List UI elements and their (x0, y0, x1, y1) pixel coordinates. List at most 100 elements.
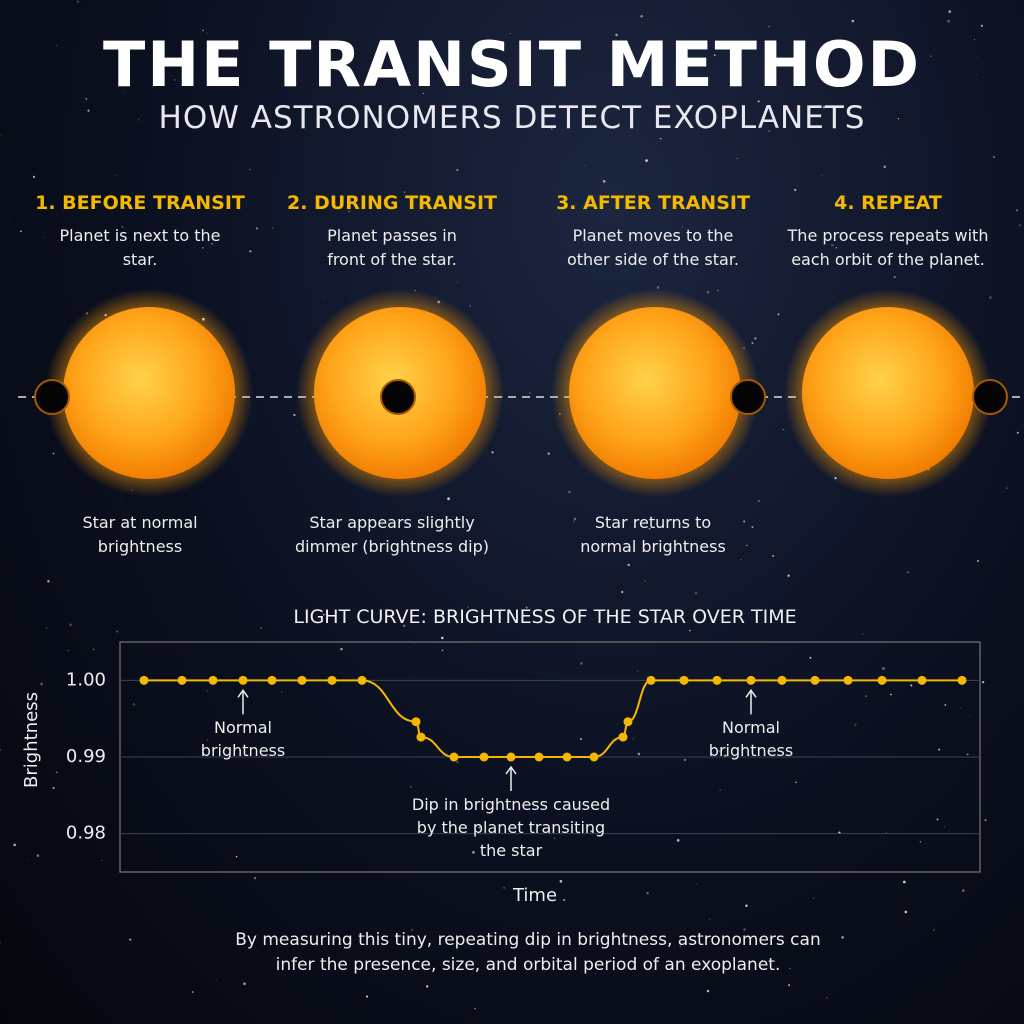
bg-star (503, 886, 506, 889)
bg-star (632, 738, 634, 740)
step-description: Planet passes in front of the star. (327, 226, 457, 269)
bg-star (425, 985, 429, 988)
bg-star (944, 826, 945, 828)
data-point (843, 675, 853, 685)
bg-star (831, 243, 834, 247)
bg-star (554, 837, 556, 840)
bg-star (573, 520, 575, 522)
bg-star (202, 247, 204, 249)
bg-star (795, 781, 797, 784)
bg-star (751, 341, 754, 345)
bg-star (637, 752, 641, 756)
bg-star (121, 226, 124, 228)
bg-star (235, 855, 238, 858)
bg-star (243, 982, 246, 986)
bg-star (505, 124, 507, 126)
bg-star (862, 633, 864, 635)
bg-star (681, 226, 683, 228)
bg-star (768, 26, 770, 28)
bg-star (977, 57, 979, 59)
data-point (877, 675, 887, 685)
bg-star (525, 606, 528, 609)
bg-star (297, 677, 299, 679)
bg-star (249, 250, 252, 253)
bg-star (865, 695, 867, 697)
bg-star (174, 79, 176, 81)
step-caption: Star appears slightly dimmer (brightness… (294, 513, 489, 556)
bg-star (132, 703, 136, 706)
bg-star (8, 220, 10, 222)
x-axis-label: Time (512, 885, 557, 906)
bg-star (948, 10, 952, 13)
bg-star (52, 786, 55, 789)
data-point (238, 675, 248, 685)
bg-star (757, 500, 760, 503)
bg-star (743, 928, 746, 931)
bg-star (120, 500, 122, 502)
bg-star (13, 843, 16, 847)
bg-star (969, 716, 971, 718)
bg-star (472, 851, 475, 854)
bg-star (87, 109, 90, 112)
bg-star (469, 305, 471, 307)
annotation-arrowhead (505, 765, 517, 775)
step-caption: Star at normal brightness (82, 513, 198, 556)
bg-star (973, 39, 975, 40)
bg-star (0, 134, 3, 136)
star-1 (45, 289, 253, 497)
data-point (646, 675, 656, 685)
bg-star (777, 313, 780, 316)
bg-star (788, 984, 791, 987)
bg-star (413, 642, 415, 644)
bg-star (826, 997, 828, 999)
bg-star (615, 33, 618, 37)
annotation: Normal brightness (200, 718, 286, 761)
bg-star (1019, 224, 1022, 227)
bg-star (40, 682, 44, 686)
annotation: Normal brightness (708, 718, 794, 761)
bg-star (976, 73, 978, 75)
bg-star (509, 33, 511, 34)
bg-star (741, 919, 742, 921)
bg-star (56, 771, 58, 773)
data-point (208, 675, 218, 685)
star-3 (551, 289, 759, 497)
data-point (746, 675, 756, 685)
bg-star (206, 32, 208, 34)
annotation: Dip in brightness caused by the planet t… (411, 795, 611, 860)
step-description: Planet moves to the other side of the st… (566, 226, 740, 269)
bg-star (580, 738, 583, 741)
bg-star (249, 168, 251, 171)
bg-star (403, 191, 406, 193)
bg-star (520, 124, 522, 126)
annotation-arrowhead (237, 689, 249, 698)
bg-star (761, 959, 764, 962)
data-point (712, 675, 722, 685)
bg-star (882, 667, 885, 670)
bg-star (984, 819, 987, 822)
bg-star (189, 542, 191, 544)
bg-star (67, 649, 70, 652)
bg-star (491, 451, 494, 454)
bg-star (568, 490, 571, 494)
data-point (679, 675, 689, 685)
bg-star (906, 572, 908, 573)
bg-star (656, 286, 660, 289)
y-tick-label: 0.99 (66, 746, 106, 767)
bg-star (559, 879, 563, 883)
bg-star (0, 749, 2, 751)
bg-star (32, 175, 36, 178)
bg-star (809, 656, 812, 659)
bg-star (322, 613, 325, 616)
bg-star (293, 413, 296, 417)
bg-star (1016, 431, 1019, 434)
bg-star (47, 580, 50, 583)
bg-star (651, 943, 653, 945)
data-point (534, 752, 544, 762)
bg-star (399, 199, 401, 201)
bg-star (822, 105, 826, 109)
bg-star (966, 753, 969, 756)
bg-star (116, 175, 118, 177)
bg-star (573, 517, 577, 521)
